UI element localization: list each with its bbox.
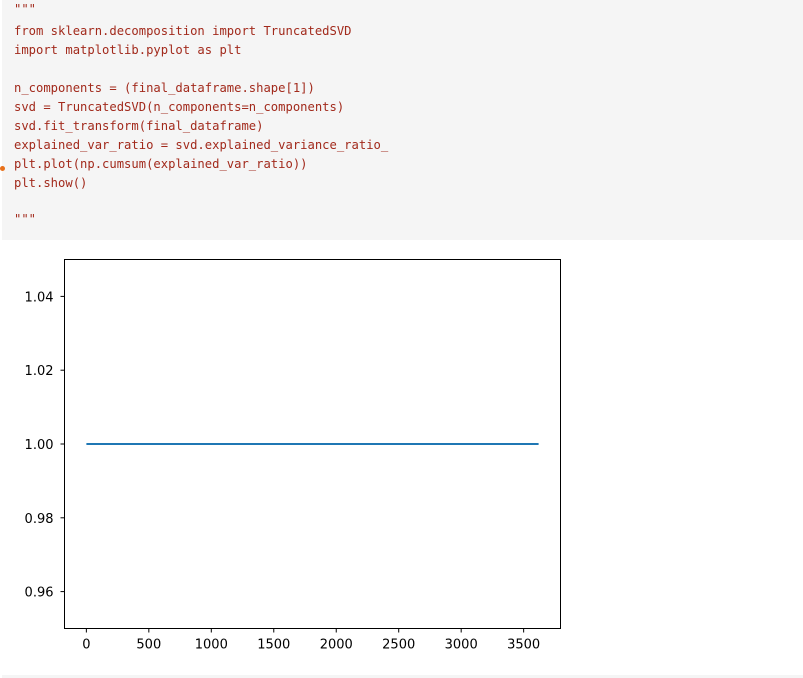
- code-line: from sklearn.decomposition import Trunca…: [14, 24, 352, 38]
- x-tick-label: 500: [136, 638, 161, 653]
- x-tick-label: 2500: [382, 638, 415, 653]
- x-tick-label: 1000: [195, 638, 228, 653]
- x-tick-label: 1500: [257, 638, 290, 653]
- y-tick-label: 1.04: [25, 290, 54, 305]
- y-tick-label: 0.96: [25, 586, 54, 601]
- y-axis: 0.96 0.98 1.00 1.02 1.04: [25, 290, 65, 601]
- code-line: import matplotlib.pyplot as plt: [14, 43, 242, 57]
- code-line: plt.show(): [14, 176, 88, 190]
- code-line: svd.fit_transform(final_dataframe): [14, 119, 264, 133]
- x-tick-label: 0: [82, 638, 90, 653]
- x-tick-label: 3000: [445, 638, 478, 653]
- y-tick-label: 1.00: [25, 438, 54, 453]
- y-tick-label: 1.02: [25, 364, 54, 379]
- x-tick-label: 2000: [320, 638, 353, 653]
- code-line: """: [14, 2, 37, 16]
- next-cell-edge: [2, 675, 803, 678]
- code-cell[interactable]: """ from sklearn.decomposition import Tr…: [2, 0, 803, 240]
- x-axis: 0 500 1000 1500 2000 2500 3000 3500: [82, 628, 540, 653]
- code-line: n_components = (final_dataframe.shape[1]…: [14, 81, 315, 95]
- cumulative-variance-chart: 0 500 1000 1500 2000 2500 3000 3500 0.96 0.98 1.0…: [25, 259, 561, 653]
- execution-indicator-dot: [0, 166, 5, 171]
- code-line: svd = TruncatedSVD(n_components=n_compon…: [14, 100, 345, 114]
- code-line: """: [14, 212, 37, 226]
- x-tick-label: 3500: [507, 638, 540, 653]
- code-line: plt.plot(np.cumsum(explained_var_ratio)): [14, 157, 308, 171]
- y-tick-label: 0.98: [25, 512, 54, 527]
- code-line: explained_var_ratio = svd.explained_vari…: [14, 138, 389, 152]
